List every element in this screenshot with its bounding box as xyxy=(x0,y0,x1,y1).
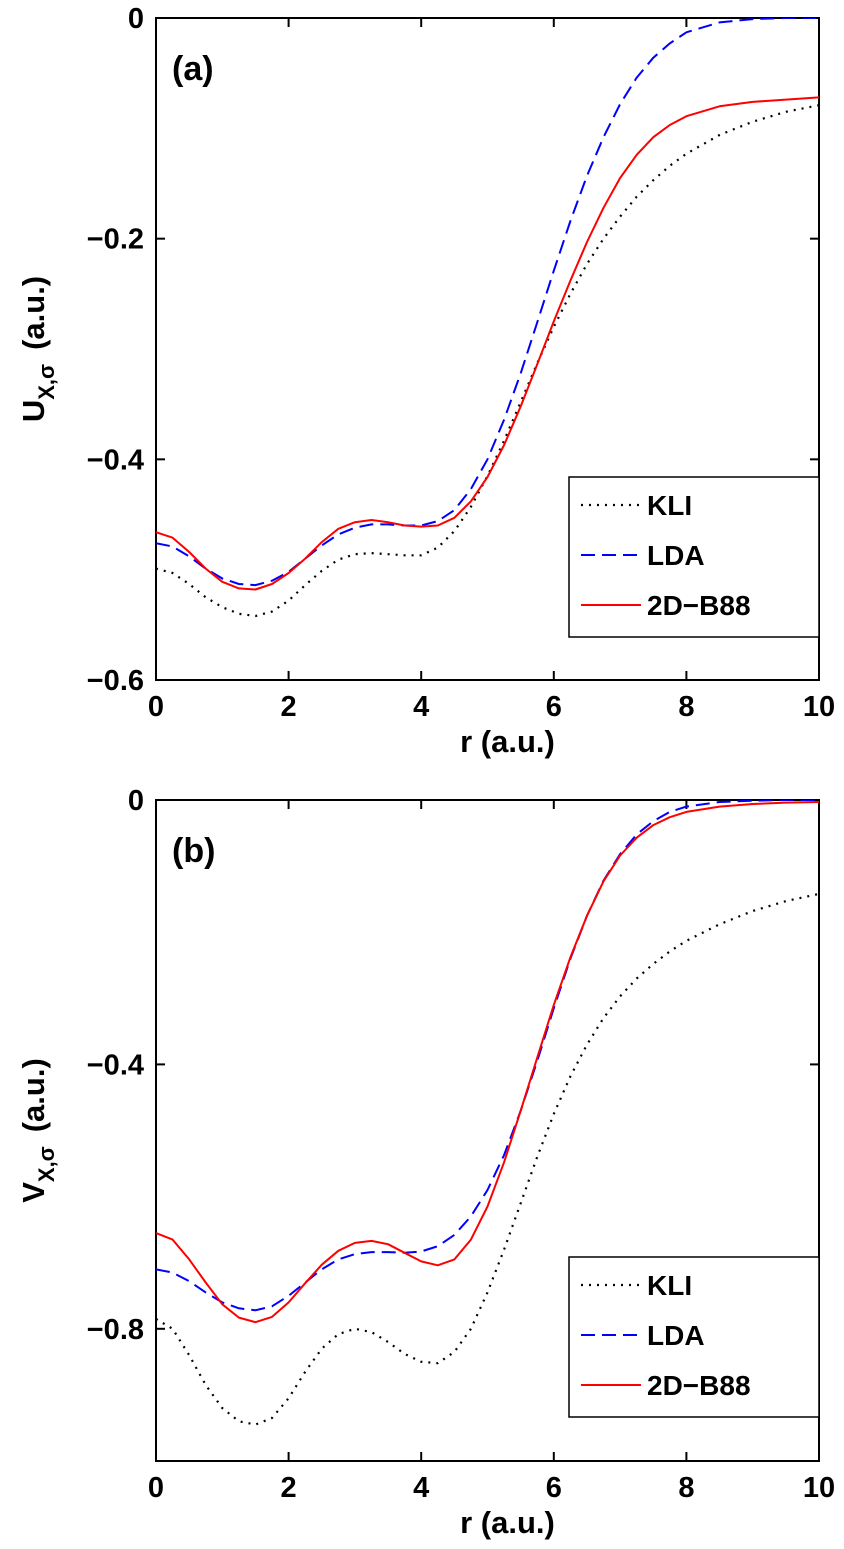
panel-b-legend-label: KLI xyxy=(647,1270,692,1301)
panel-a-legend: KLI LDA 2D−B88 xyxy=(568,476,820,638)
panel-a-xlabel: r (a.u.) xyxy=(460,724,555,759)
panel-b-ylabel: VX,σ(a.u.) xyxy=(16,1058,59,1203)
panel-b-xtick-label: 8 xyxy=(678,1472,694,1504)
panel-b-xtick-label: 2 xyxy=(281,1472,297,1504)
panel-a-ytick-label: −0.2 xyxy=(87,224,144,256)
panel-b-series-2d-b88 xyxy=(156,801,819,1324)
panel-a-legend-label: LDA xyxy=(647,540,705,571)
panel-b-xtick-label: 0 xyxy=(148,1472,164,1504)
panel-b-xtick-label: 6 xyxy=(546,1472,562,1504)
panel-b: 0 2 4 6 8 10 −0.8 −0.4 0 (b) r (a.u.) VX,σ(a.u.) KLI… xyxy=(16,785,835,1540)
panel-a-legend-box xyxy=(568,476,820,638)
panel-b-legend-box xyxy=(568,1256,820,1418)
panel-b-xlabel: r (a.u.) xyxy=(460,1505,555,1540)
panel-a-series-kli xyxy=(156,104,819,618)
panel-a-xtick-label: 2 xyxy=(281,691,297,723)
panel-a-ytick-label: −0.4 xyxy=(87,444,144,476)
panel-a-legend-label: KLI xyxy=(647,490,692,521)
panel-a-panel-tag: (a) xyxy=(172,50,214,88)
panel-b-ytick-label: −0.8 xyxy=(87,1314,144,1346)
panel-b-legend: KLI LDA 2D−B88 xyxy=(568,1256,820,1418)
panel-a-xtick-label: 8 xyxy=(678,691,694,723)
panel-b-legend-label: 2D−B88 xyxy=(647,1370,751,1401)
panel-a-xtick-label: 0 xyxy=(148,691,164,723)
panel-a-series-2d-b88 xyxy=(156,96,819,591)
panel-b-plot-frame xyxy=(155,799,820,1462)
panel-b-ytick-label: 0 xyxy=(128,785,144,817)
panel-a-legend-label: 2D−B88 xyxy=(647,590,751,621)
panel-a-xtick-label: 6 xyxy=(546,691,562,723)
panel-a-xtick-label: 4 xyxy=(413,691,429,723)
panel-a-series-lda xyxy=(156,18,819,587)
panel-b-ytick-label: −0.4 xyxy=(87,1049,144,1081)
panel-a: 0 2 4 6 8 10 −0.6 −0.4 −0.2 0 (a) r (a.u.) UX,σ(a.u.… xyxy=(16,3,835,759)
panel-b-series-lda xyxy=(156,800,819,1312)
panel-b-xtick-label: 10 xyxy=(803,1472,835,1504)
panel-b-xtick-label: 4 xyxy=(413,1472,429,1504)
panel-b-panel-tag: (b) xyxy=(172,832,215,870)
panel-b-legend-label: LDA xyxy=(647,1320,705,1351)
panel-a-ytick-label: −0.6 xyxy=(87,665,144,697)
panel-a-plot-frame xyxy=(155,17,820,681)
panel-a-xtick-label: 10 xyxy=(803,691,835,723)
panel-a-ylabel: UX,σ(a.u.) xyxy=(16,276,59,422)
panel-a-ytick-label: 0 xyxy=(128,3,144,35)
